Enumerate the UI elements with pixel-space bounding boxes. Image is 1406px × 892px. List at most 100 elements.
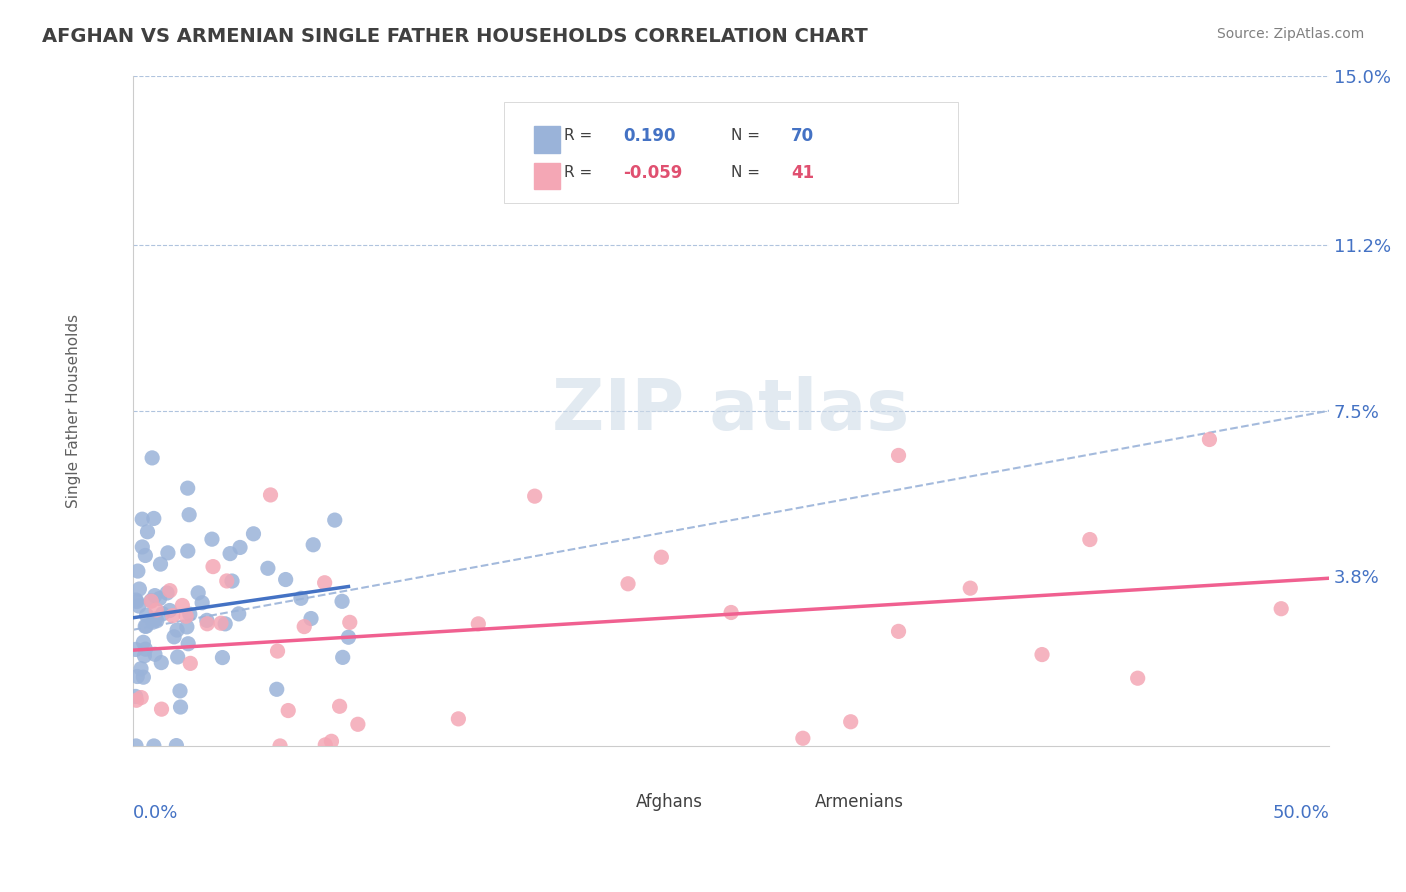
Text: -0.059: -0.059 [623, 164, 683, 182]
Point [152, 607, 174, 621]
Point [959, 581, 981, 595]
Point [792, 731, 814, 746]
Point [125, 693, 148, 707]
Point [145, 614, 167, 628]
Point [215, 574, 238, 588]
Point [617, 576, 640, 591]
Point [132, 635, 155, 649]
Point [242, 526, 264, 541]
Text: 70: 70 [792, 127, 814, 145]
Point [302, 538, 325, 552]
Point [125, 594, 148, 608]
Point [162, 608, 184, 623]
Point [259, 488, 281, 502]
Point [135, 619, 157, 633]
Point [128, 582, 150, 596]
Point [447, 712, 470, 726]
Point [321, 734, 343, 748]
Point [128, 599, 150, 613]
Point [125, 739, 148, 753]
Point [330, 594, 353, 608]
Point [165, 739, 187, 753]
Point [149, 557, 172, 571]
Text: Armenians: Armenians [815, 793, 904, 811]
Bar [534, 126, 560, 153]
Point [141, 450, 163, 465]
Point [177, 544, 200, 558]
Point [314, 575, 336, 590]
Point [339, 615, 361, 630]
Bar [534, 162, 560, 189]
Point [187, 586, 209, 600]
Text: N =: N = [731, 128, 761, 144]
Point [145, 603, 167, 617]
Text: Single Father Households: Single Father Households [66, 314, 82, 508]
Point [201, 532, 224, 546]
Text: Source: ZipAtlas.com: Source: ZipAtlas.com [1216, 27, 1364, 41]
Point [156, 586, 179, 600]
Bar [593, 766, 623, 793]
Point [219, 547, 242, 561]
Point [139, 594, 162, 608]
Point [127, 669, 149, 683]
Point [274, 573, 297, 587]
Point [134, 642, 156, 657]
Point [209, 616, 232, 631]
Point [159, 603, 181, 617]
Point [1270, 601, 1292, 615]
Bar [785, 766, 815, 793]
Point [172, 599, 194, 613]
Point [269, 739, 291, 753]
Point [221, 574, 243, 588]
Point [337, 630, 360, 644]
Point [124, 642, 146, 657]
Point [134, 648, 156, 663]
Point [134, 619, 156, 633]
Point [839, 714, 862, 729]
Point [124, 690, 146, 704]
Point [129, 690, 152, 705]
Point [179, 508, 201, 522]
Point [467, 616, 489, 631]
Point [141, 594, 163, 608]
Point [290, 591, 312, 606]
Point [347, 717, 370, 731]
Point [174, 609, 197, 624]
Point [150, 656, 173, 670]
Point [145, 612, 167, 626]
Point [131, 540, 153, 554]
Point [229, 541, 252, 555]
Point [292, 619, 315, 633]
Point [214, 616, 236, 631]
Point [323, 513, 346, 527]
Text: N =: N = [731, 165, 761, 180]
Point [159, 583, 181, 598]
Point [266, 644, 288, 658]
Point [257, 561, 280, 575]
Point [150, 702, 173, 716]
Point [228, 607, 250, 621]
Point [191, 596, 214, 610]
Point [143, 589, 166, 603]
Point [329, 699, 352, 714]
Point [132, 670, 155, 684]
Point [332, 650, 354, 665]
Text: R =: R = [564, 165, 592, 180]
Text: 0.190: 0.190 [623, 127, 676, 145]
Point [134, 549, 156, 563]
Text: 50.0%: 50.0% [1272, 804, 1329, 822]
Point [650, 550, 672, 565]
Point [195, 616, 218, 631]
Point [127, 564, 149, 578]
Point [299, 611, 322, 625]
Point [129, 662, 152, 676]
Text: Afghans: Afghans [636, 793, 703, 811]
Point [169, 684, 191, 698]
Point [195, 613, 218, 627]
Text: AFGHAN VS ARMENIAN SINGLE FATHER HOUSEHOLDS CORRELATION CHART: AFGHAN VS ARMENIAN SINGLE FATHER HOUSEHO… [42, 27, 868, 45]
Text: 41: 41 [792, 164, 814, 182]
Point [202, 559, 225, 574]
Text: ZIP atlas: ZIP atlas [553, 376, 910, 445]
Point [177, 637, 200, 651]
Point [266, 682, 288, 697]
